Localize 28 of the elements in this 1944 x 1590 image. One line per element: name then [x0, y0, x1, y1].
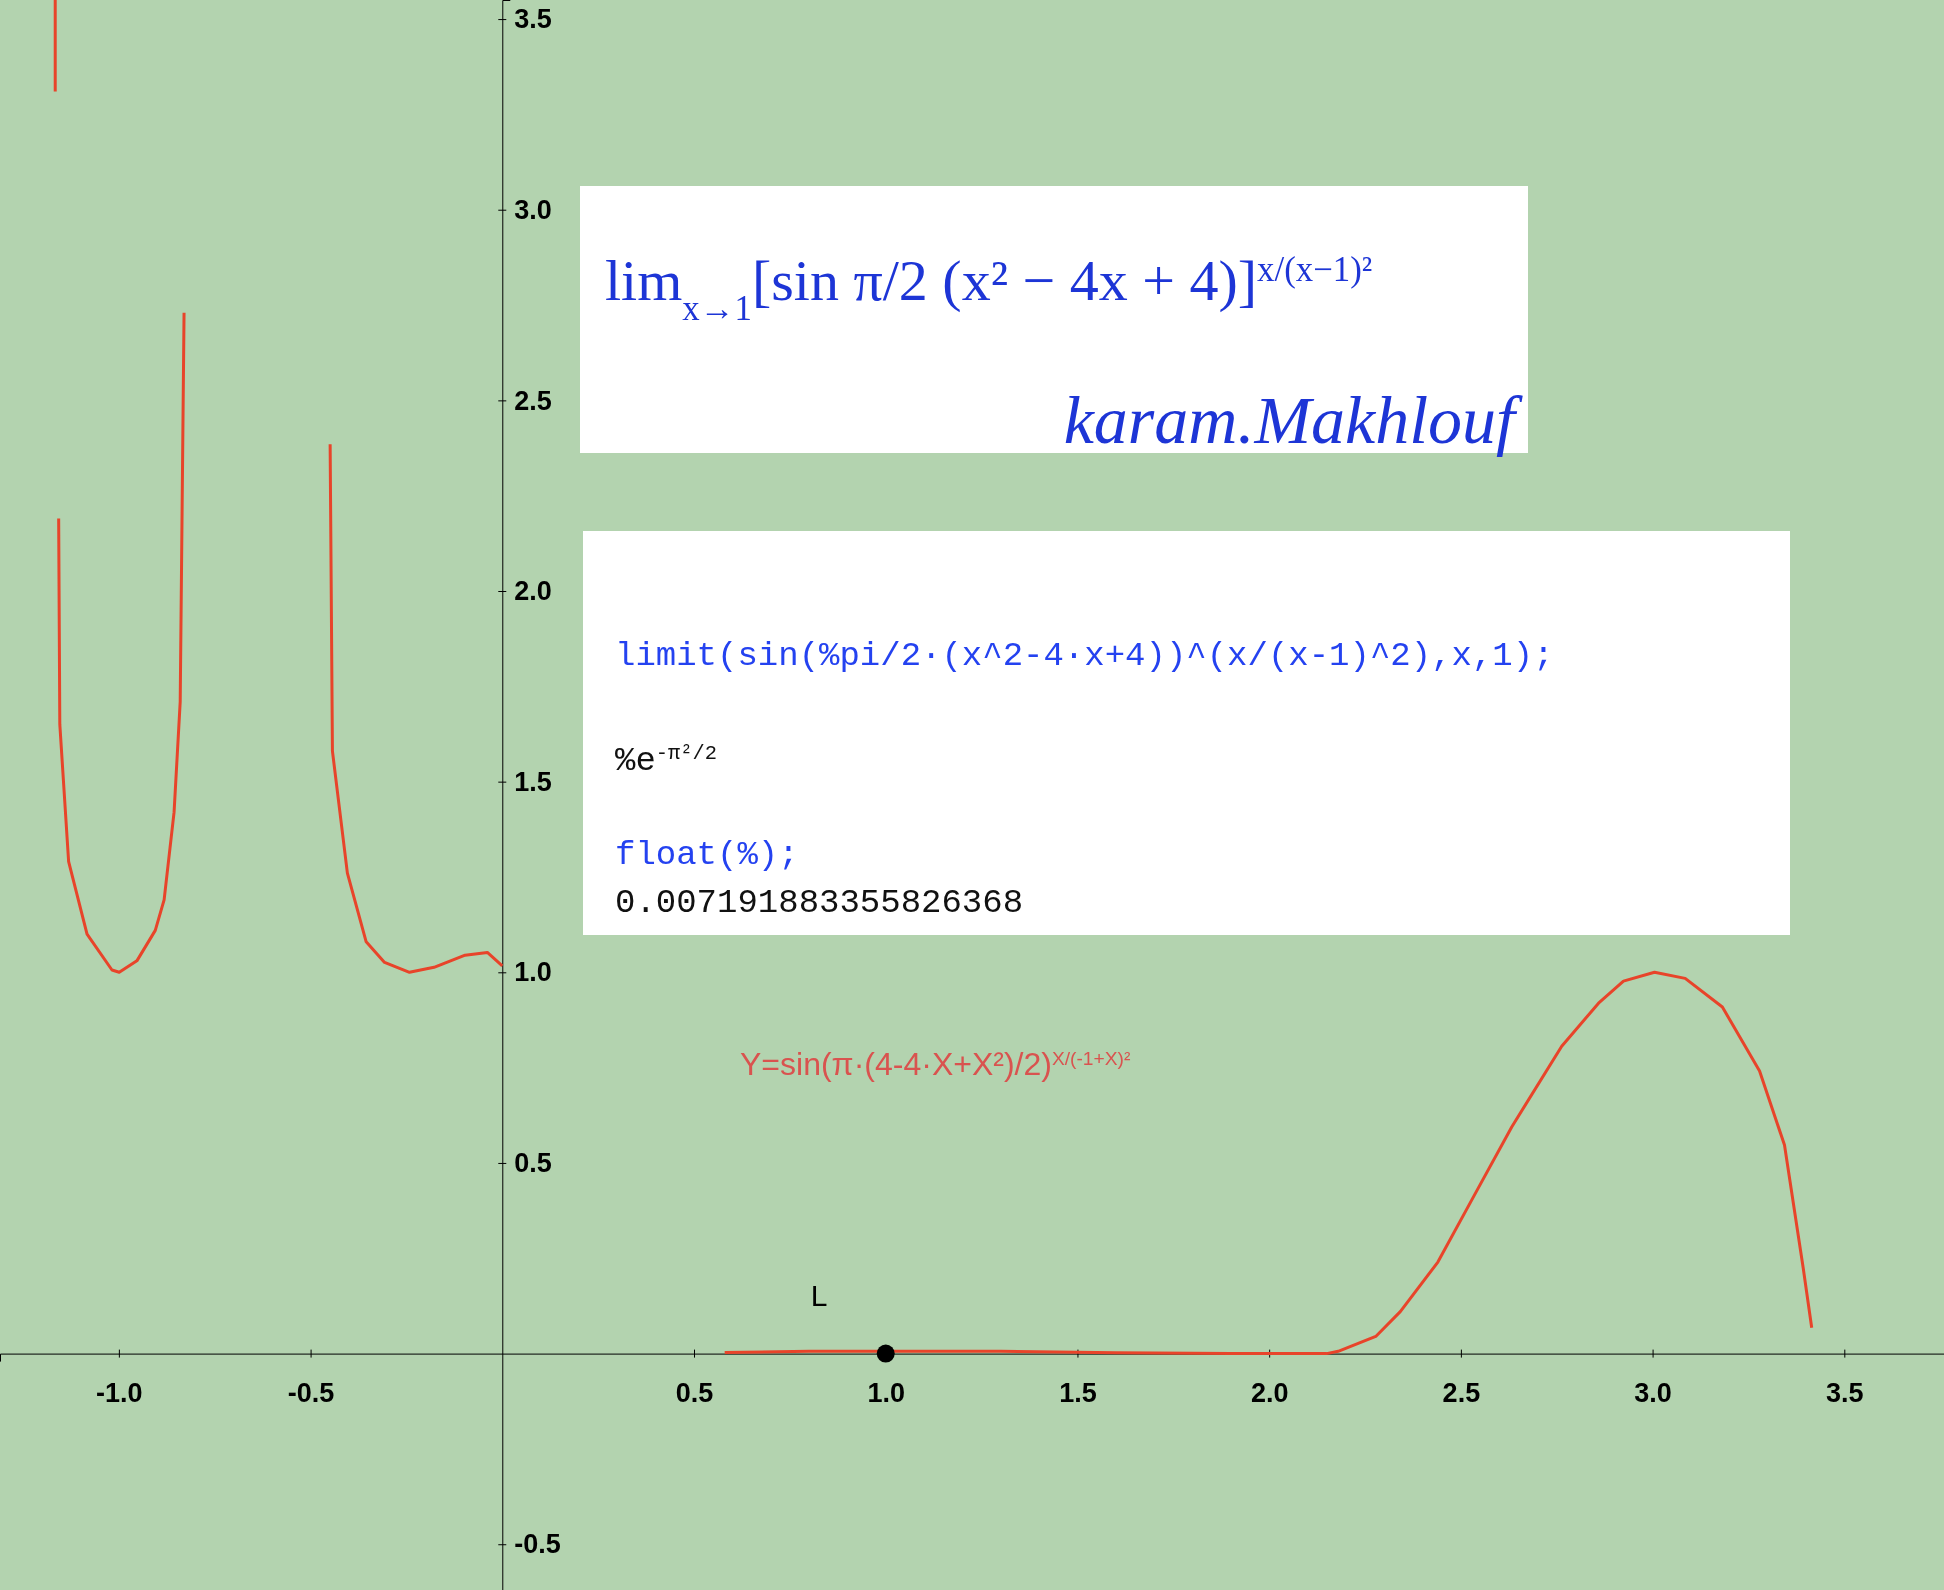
- annotation: karam.Makhlouf: [1063, 382, 1524, 458]
- text: L: [810, 1278, 828, 1312]
- y-tick-label: 2.5: [514, 385, 552, 416]
- x-tick-label: 2.0: [1250, 1378, 1289, 1409]
- annotation: Y=sin(π·(4-4·X+X²)/2)$^{X/(-1+X)²}$: [740, 1046, 1131, 1082]
- x-tick-label: 1.5: [1059, 1378, 1097, 1409]
- x-tick-label: 1.0: [867, 1378, 905, 1409]
- annotation: float(%);: [615, 836, 799, 874]
- annotation: %e$^{-π²/2}$: [615, 741, 717, 780]
- x-tick-label: 0.5: [675, 1378, 714, 1409]
- x-tick-label: -0.5: [287, 1378, 335, 1409]
- annotation: 0.007191883355826368: [615, 884, 1024, 922]
- y-tick-label: -0.5: [514, 1529, 561, 1560]
- line-series: [723, 970, 1814, 1356]
- y-tick-label: 0.5: [514, 1148, 552, 1179]
- x-tick-label: -1.0: [96, 1378, 143, 1409]
- y-tick-label: 1.0: [514, 957, 552, 988]
- y-tick-label: 3.0: [514, 194, 552, 225]
- x-tick-label: 3.5: [1826, 1378, 1864, 1409]
- y-tick-label: 2.0: [514, 576, 552, 607]
- annotation: limit(sin(%pi/2·(x^2-4·x+4))^(x/(x-1)^2),x,1);: [615, 637, 1554, 675]
- annotation: lim$_{x→1}$[sin π/2 (x² − 4x + 4)]$^{x/(x−1)²}$: [605, 248, 1373, 328]
- y-tick-label: 1.5: [514, 766, 552, 797]
- x-tick-label: 2.5: [1442, 1378, 1481, 1409]
- x-tick-label: 3.0: [1634, 1378, 1672, 1409]
- line-series: [328, 442, 504, 974]
- y-tick-label: 3.5: [514, 4, 552, 35]
- line-series: [57, 311, 186, 974]
